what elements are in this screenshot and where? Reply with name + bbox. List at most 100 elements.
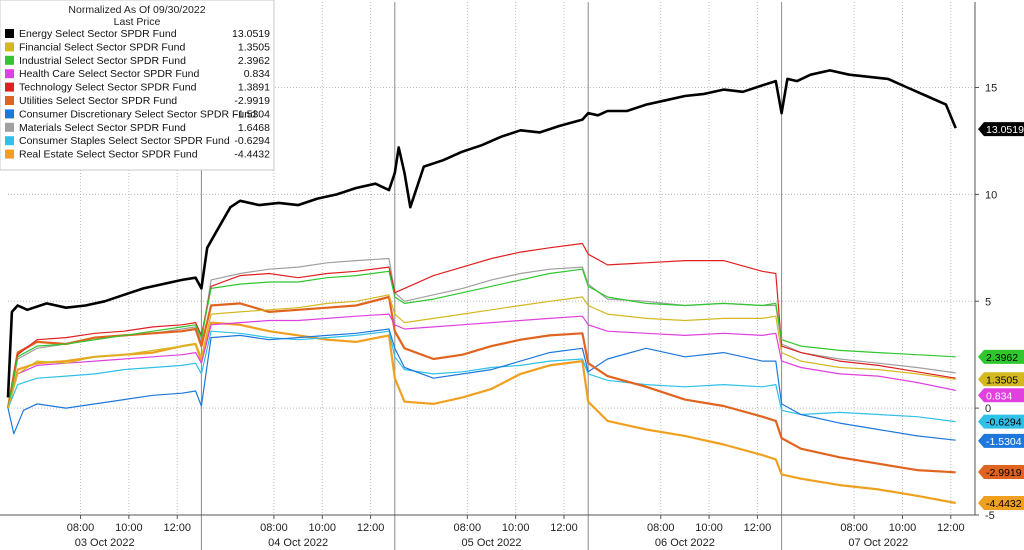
x-day-label: 03 Oct 2022 (75, 537, 135, 549)
last-value-label-text: -1.5304 (986, 436, 1022, 448)
last-value-label: 2.3962 (978, 349, 1024, 364)
last-value-label-text: 0.834 (986, 390, 1012, 402)
legend-entries: Energy Select Sector SPDR Fund 13.0519Fin… (5, 28, 270, 161)
legend-series-value: -2.9919 (234, 95, 270, 107)
last-value-label-tag (978, 496, 1024, 511)
last-value-label: 1.3505 (978, 372, 1024, 387)
legend-entry: Technology Select Sector SPDR Fund 1.3891 (5, 82, 270, 94)
legend-series-name: Consumer Staples Select Sector SPDR Fund (19, 135, 230, 147)
y-tick-label: 10 (985, 189, 997, 201)
last-value-label: -2.9919 (978, 465, 1024, 480)
last-value-label-text: -0.6294 (986, 417, 1022, 429)
last-value-label-tag (978, 414, 1024, 429)
x-tick-label: 12:00 (163, 522, 191, 534)
legend-entry: Energy Select Sector SPDR Fund 13.0519 (5, 28, 270, 40)
last-value-label-text: 1.3505 (986, 374, 1018, 386)
legend-entry: Industrial Select Sector SPDR Fund 2.3962 (5, 55, 270, 67)
legend-series-value: -0.6294 (234, 135, 270, 147)
legend-entry: Consumer Staples Select Sector SPDR Fund… (5, 135, 270, 147)
legend-series-name: Materials Select Sector SPDR Fund (19, 122, 186, 134)
legend-swatch (5, 55, 14, 65)
legend-series-name: Industrial Select Sector SPDR Fund (19, 55, 186, 67)
legend-entry: Financial Select Sector SPDR Fund 1.3505 (5, 41, 270, 53)
legend-header-subtitle: Last Price (114, 16, 161, 28)
x-tick-label: 08:00 (647, 522, 675, 534)
series-line (7, 294, 956, 409)
last-value-label: 13.0519 (978, 122, 1024, 137)
legend-series-name: Energy Select Sector SPDR Fund (19, 28, 177, 40)
series-line (7, 313, 956, 409)
x-tick-label: 08:00 (454, 522, 482, 534)
legend-series-value: -1.5304 (234, 108, 270, 120)
legend-swatch (5, 149, 14, 159)
x-tick-label: 12:00 (744, 522, 772, 534)
series-lines (6, 69, 957, 505)
legend-swatch (5, 122, 14, 132)
last-value-label-tag (978, 465, 1024, 480)
series-line (6, 69, 957, 398)
legend: Normalized As Of 09/30/2022 Last Price E… (0, 0, 275, 171)
legend-entry: Consumer Discretionary Select Sector SPD… (5, 108, 270, 120)
legend-series-name: Financial Select Sector SPDR Fund (19, 41, 185, 53)
last-value-label-tag (978, 122, 1024, 137)
legend-background (0, 0, 275, 171)
series-line (7, 242, 956, 409)
last-value-label-text: -2.9919 (986, 467, 1022, 479)
y-axis: -5 0 5 10 15 (974, 2, 997, 522)
legend-series-value: 13.0519 (232, 28, 270, 40)
x-day-label: 06 Oct 2022 (655, 537, 715, 549)
x-tick-label: 08:00 (260, 522, 288, 534)
legend-swatch (5, 96, 14, 105)
x-day-label: 07 Oct 2022 (848, 537, 908, 549)
last-value-label-text: 2.3962 (986, 352, 1018, 364)
x-day-label: 04 Oct 2022 (268, 537, 328, 549)
legend-series-value: 1.3505 (238, 41, 270, 53)
last-value-label-tag (978, 433, 1024, 448)
x-tick-label: 10:00 (309, 522, 337, 534)
legend-series-value: 1.6468 (238, 122, 270, 134)
series-line (6, 321, 956, 505)
legend-entry: Materials Select Sector SPDR Fund 1.6468 (5, 122, 270, 134)
last-value-labels: 13.0519 2.3962 1.3505 0.834 -0.6294 -1.5304 -2… (978, 122, 1024, 511)
last-value-label: -0.6294 (978, 414, 1024, 429)
legend-series-value: 0.834 (244, 68, 270, 80)
legend-swatch (5, 82, 14, 92)
x-day-label: 05 Oct 2022 (462, 537, 522, 549)
series-line (7, 268, 956, 409)
last-value-label-text: -4.4432 (986, 498, 1022, 510)
series-line (6, 295, 956, 474)
legend-swatch (5, 69, 14, 79)
legend-series-name: Real Estate Select Sector SPDR Fund (19, 149, 198, 161)
legend-series-name: Consumer Discretionary Select Sector SPD… (19, 108, 256, 120)
legend-entry: Health Care Select Sector SPDR Fund 0.834 (5, 68, 270, 80)
x-tick-label: 10:00 (115, 522, 143, 534)
y-tick-label: 0 (985, 403, 991, 415)
legend-swatch (5, 42, 14, 52)
legend-series-name: Utilities Select Sector SPDR Fund (19, 95, 177, 107)
x-tick-label: 10:00 (502, 522, 530, 534)
legend-entry: Real Estate Select Sector SPDR Fund -4.44… (5, 149, 270, 161)
last-value-label-tag (978, 388, 1024, 403)
last-value-label: 0.834 (978, 388, 1024, 403)
x-axis: 08:00 10:00 12:00 08:00 10:00 12:00 08:00 10:00… (0, 514, 975, 549)
last-value-label-tag (978, 372, 1024, 387)
legend-series-value: 2.3962 (238, 55, 270, 67)
last-value-label: -4.4432 (978, 496, 1024, 511)
series-line (7, 330, 956, 423)
series-line (7, 328, 956, 441)
x-tick-label: 10:00 (889, 522, 917, 534)
legend-entry: Utilities Select Sector SPDR Fund -2.9919 (5, 95, 270, 107)
legend-header-title: Normalized As Of 09/30/2022 (68, 4, 205, 16)
legend-series-value: 1.3891 (238, 82, 270, 94)
x-tick-label: 12:00 (550, 522, 578, 534)
x-tick-label: 12:00 (937, 522, 965, 534)
last-value-label-tag (978, 349, 1024, 364)
x-tick-label: 12:00 (357, 522, 385, 534)
legend-swatch (5, 136, 14, 146)
y-tick-label: -5 (985, 510, 995, 522)
legend-series-name: Technology Select Sector SPDR Fund (19, 82, 197, 94)
last-value-label-text: 13.0519 (986, 124, 1024, 136)
y-tick-label: 15 (985, 83, 997, 95)
x-tick-label: 10:00 (695, 522, 723, 534)
